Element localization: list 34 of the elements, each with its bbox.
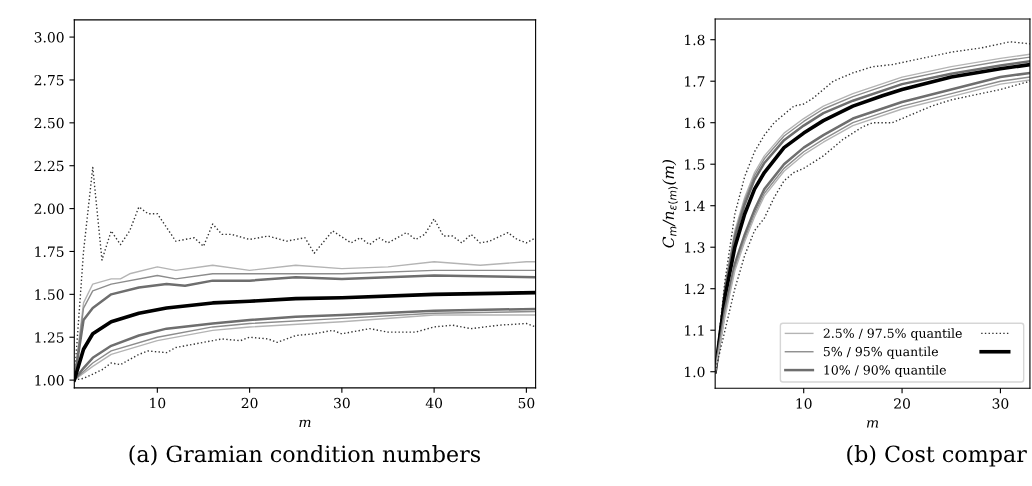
legend-label: 5% / 95% quantile [823,346,938,359]
y-tick-label: 2.25 [34,160,64,172]
legend-label: 10% / 90% quantile [824,364,946,378]
x-tick-label: 20 [894,398,910,409]
x-tick-label: 10 [150,397,166,409]
x-tick-label: 40 [425,397,443,409]
legend-label: 2.5% / 97.5% quantile [823,328,962,341]
y-tick-label: 1.25 [35,332,64,343]
x-axis-title: m [299,419,311,428]
x-axis-title: m [866,420,879,428]
y-tick-label: 1.4 [685,200,705,212]
x-tick-label: 30 [334,397,350,409]
y-tick-label: 3.00 [34,32,64,43]
y-tick-label: 1.0 [685,366,705,378]
y-tick-label: 1.3 [685,242,705,253]
y-tick-label: 1.8 [685,34,705,46]
y-tick-label: 1.75 [35,246,64,257]
y-tick-label: 1.7 [685,76,705,87]
y-tick-label: 2.50 [34,117,64,129]
y-tick-label: 2.00 [34,203,64,215]
y-tick-label: 1.1 [685,325,704,336]
y-tick-label: 2.75 [34,74,64,86]
y-tick-label: 1.6 [685,117,705,129]
y-tick-label: 1.00 [35,375,64,386]
x-tick-label: 10 [796,398,812,409]
y-tick-label: 1.50 [35,289,64,300]
y-axis-title: C$_{m}$/n$_{ε(m)}$(m) [662,160,678,248]
x-tick-label: 50 [518,397,535,409]
text: (a) Gramian condition numbers [129,445,481,466]
x-tick-label: 30 [992,398,1009,409]
y-tick-label: 1.5 [685,159,705,170]
text: (b) Cost compar [847,445,1027,467]
y-tick-label: 1.2 [685,283,705,295]
x-tick-label: 20 [241,397,258,409]
